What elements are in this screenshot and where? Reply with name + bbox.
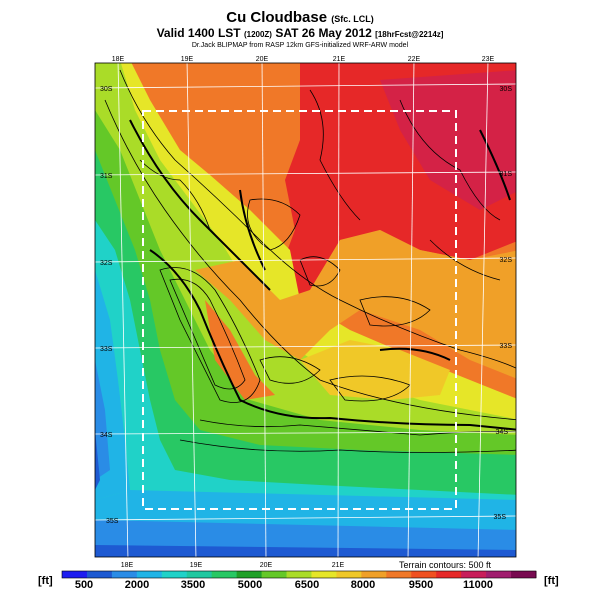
lat-label-left: 30S (100, 86, 113, 93)
colorbar-frame (61, 570, 537, 579)
lon-label-bottom: 18E (121, 562, 134, 569)
valid-date: SAT 26 May 2012 (275, 26, 372, 40)
lon-label-top: 20E (256, 56, 269, 63)
lon-labels-bottom: 18E 19E 20E 21E (121, 562, 345, 569)
colorbar-swatch (136, 571, 163, 578)
lat-label-left: 35S (106, 518, 119, 525)
lat-label-right: 33S (500, 343, 513, 350)
colorbar-label: 3500 (180, 579, 206, 591)
lon-label-bottom: 21E (332, 562, 345, 569)
colorbar-swatch (261, 571, 288, 578)
colorbar-label: 9500 (408, 579, 434, 591)
title-main: Cu Cloudbase (226, 9, 328, 26)
lat-label-left: 33S (100, 346, 113, 353)
lat-label-left: 32S (100, 260, 113, 267)
colorbar-label: 6500 (294, 579, 320, 591)
bold-contours (129, 119, 516, 431)
valid-fcst: [18hrFcst@2214z] (375, 30, 444, 39)
colorbar-swatch (311, 571, 337, 578)
lat-labels-right: 30S 31S 32S 33S 34S 35S (494, 86, 513, 521)
lon-label-bottom: 20E (260, 562, 273, 569)
lon-label-top: 18E (112, 56, 125, 63)
lon-label-top: 22E (408, 56, 421, 63)
colorbar-unit-right: [ft] (544, 575, 559, 587)
colorbar-swatch (411, 571, 437, 578)
lon-labels-top: 18E 19E 20E 21E 22E 23E (112, 56, 495, 63)
lon-label-top: 19E (181, 56, 194, 63)
colorbar-label: 5000 (237, 579, 263, 591)
lat-label-left: 31S (100, 173, 113, 180)
chart-title: Cu Cloudbase (Sfc. LCL) (0, 9, 600, 26)
colorbar-swatch (86, 571, 113, 578)
inner-domain-box (142, 110, 457, 510)
colorbar-label: 500 (74, 579, 94, 591)
colorbar-swatch (386, 571, 412, 578)
lat-labels-left: 30S 31S 32S 33S 34S 35S (100, 86, 119, 525)
colorbar-swatch (511, 571, 537, 578)
colorbar-swatch (161, 571, 188, 578)
colorbar-label: 8000 (350, 579, 376, 591)
colorbar-swatch (436, 571, 462, 578)
lat-label-right: 35S (494, 514, 507, 521)
colorbar-label: 11000 (463, 579, 493, 591)
colorbar (61, 570, 537, 579)
colorbar-swatch (486, 571, 512, 578)
map-field (95, 63, 516, 557)
colorbar-swatch (111, 571, 138, 578)
lat-label-right: 32S (500, 257, 513, 264)
lat-label-right: 34S (496, 429, 509, 436)
colorbar-swatch (186, 571, 213, 578)
credit-line: Dr.Jack BLIPMAP from RASP 12km GFS-initi… (191, 42, 409, 49)
lat-label-right: 31S (500, 171, 513, 178)
colorbar-swatch (461, 571, 487, 578)
colorbar-label: 2000 (124, 579, 150, 591)
colorbar-swatch (211, 571, 238, 578)
valid-line: Valid 1400 LST (1200Z) SAT 26 May 2012 [… (0, 26, 600, 40)
valid-prefix: Valid 1400 LST (156, 26, 241, 40)
map-frame (94, 62, 517, 558)
colorbar-swatch (62, 571, 88, 578)
terrain-contour-note: Terrain contours: 500 ft (399, 560, 492, 570)
lat-label-left: 34S (100, 432, 113, 439)
graticule (95, 63, 516, 557)
colorbar-swatch (236, 571, 263, 578)
colorbar-swatch (286, 571, 312, 578)
lat-label-right: 30S (500, 86, 513, 93)
lon-label-top: 21E (333, 56, 346, 63)
lon-label-bottom: 19E (190, 562, 203, 569)
colorbar-swatch (336, 571, 362, 578)
colorbar-swatch (361, 571, 387, 578)
lon-label-top: 23E (482, 56, 495, 63)
title-main-sub: (Sfc. LCL) (331, 14, 374, 24)
colorbar-unit-left: [ft] (38, 575, 53, 587)
valid-z: (1200Z) (243, 30, 272, 39)
